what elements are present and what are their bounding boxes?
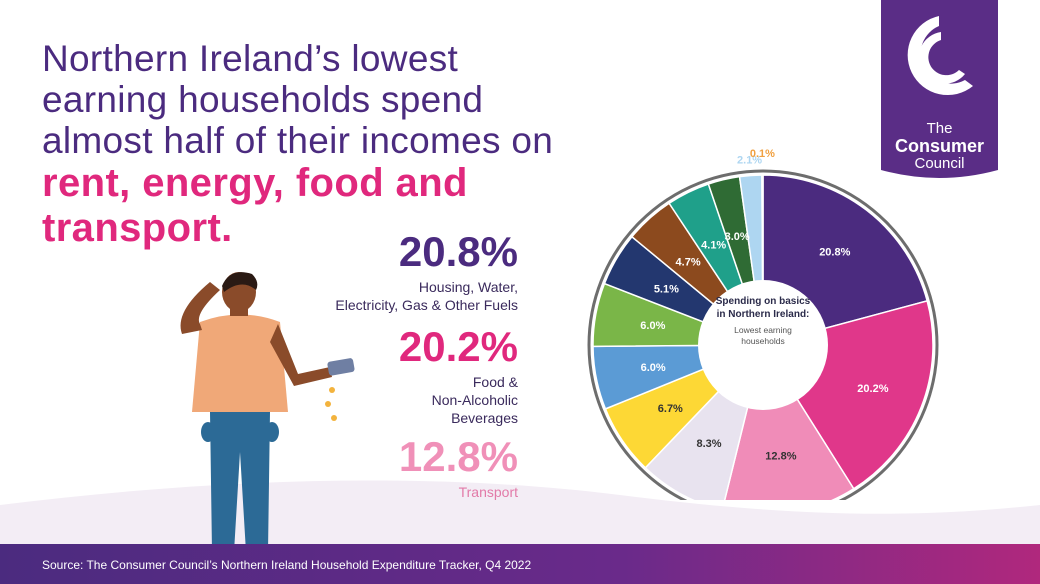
stat-label-line: Transport [458, 484, 518, 500]
stat-transport: 12.8% Transport [399, 435, 518, 501]
stat-label-line: Electricity, Gas & Other Fuels [335, 297, 518, 313]
logo-text-consumer: Consumer [894, 136, 984, 156]
headline-line-3: almost half of their incomes on [42, 120, 554, 161]
headline-line-2: earning households spend [42, 79, 484, 120]
headline: Northern Ireland’s lowest earning househ… [42, 38, 642, 251]
pie-label-2: 12.8% [765, 451, 796, 463]
footer-bar: Source: The Consumer Council’s Northern … [0, 544, 1040, 584]
logo-text-the: The [926, 120, 953, 137]
stat-label: Housing, Water, Electricity, Gas & Other… [335, 278, 518, 314]
pie-label-3: 8.3% [696, 438, 721, 450]
stat-value: 20.2% [398, 323, 518, 370]
pie-label-4: 6.7% [658, 403, 683, 415]
logo-text-council: Council [914, 155, 965, 172]
headline-line-1: Northern Ireland’s lowest [42, 38, 459, 79]
pie-label-5: 6.0% [641, 362, 666, 374]
stat-label: Transport [399, 483, 518, 501]
spending-pie-chart: 20.8% 20.2% 12.8% 8.3% 6.7% 6.0% 6.0% 5.1% 4.7%4… [587, 148, 939, 500]
stat-label-line: Non-Alcoholic [431, 392, 518, 408]
pie-label-10: 3.0% [725, 231, 750, 243]
center-subtitle-line: Lowest earning [734, 325, 792, 335]
pie-label-0: 20.8% [819, 246, 850, 258]
center-subtitle-line: households [741, 336, 784, 346]
pie-outline [587, 169, 939, 500]
pie-label-7: 5.1% [654, 283, 679, 295]
stat-label-line: Housing, Water, [418, 279, 518, 295]
pie-label-9: 4.1% [701, 239, 726, 251]
pie-label-6: 6.0% [640, 320, 665, 332]
pie-label-12: 0.1% [750, 148, 775, 160]
person-illustration [180, 272, 355, 552]
headline-line-4: rent, energy, food and [42, 161, 468, 205]
stat-value: 20.8% [398, 228, 518, 275]
stat-food: 20.2% Food & Non-Alcoholic Beverages [399, 325, 518, 427]
headline-line-5: transport. [42, 206, 233, 250]
center-title-line: in Northern Ireland: [717, 309, 810, 320]
pie-label-11: 2.1% [737, 154, 762, 166]
source-text: Source: The Consumer Council’s Northern … [42, 558, 532, 572]
stat-label-line: Food & [472, 374, 518, 390]
pie-center [698, 280, 828, 410]
pie-label-8: 4.7% [676, 257, 701, 269]
stat-label-line: Beverages [451, 410, 518, 426]
consumer-council-logo [881, 0, 998, 178]
stat-value: 12.8% [398, 433, 518, 480]
stat-housing: 20.8% Housing, Water, Electricity, Gas &… [335, 230, 518, 314]
pie-label-1: 20.2% [857, 383, 888, 395]
stat-label: Food & Non-Alcoholic Beverages [399, 373, 518, 427]
center-title-line: Spending on basics [716, 296, 811, 307]
